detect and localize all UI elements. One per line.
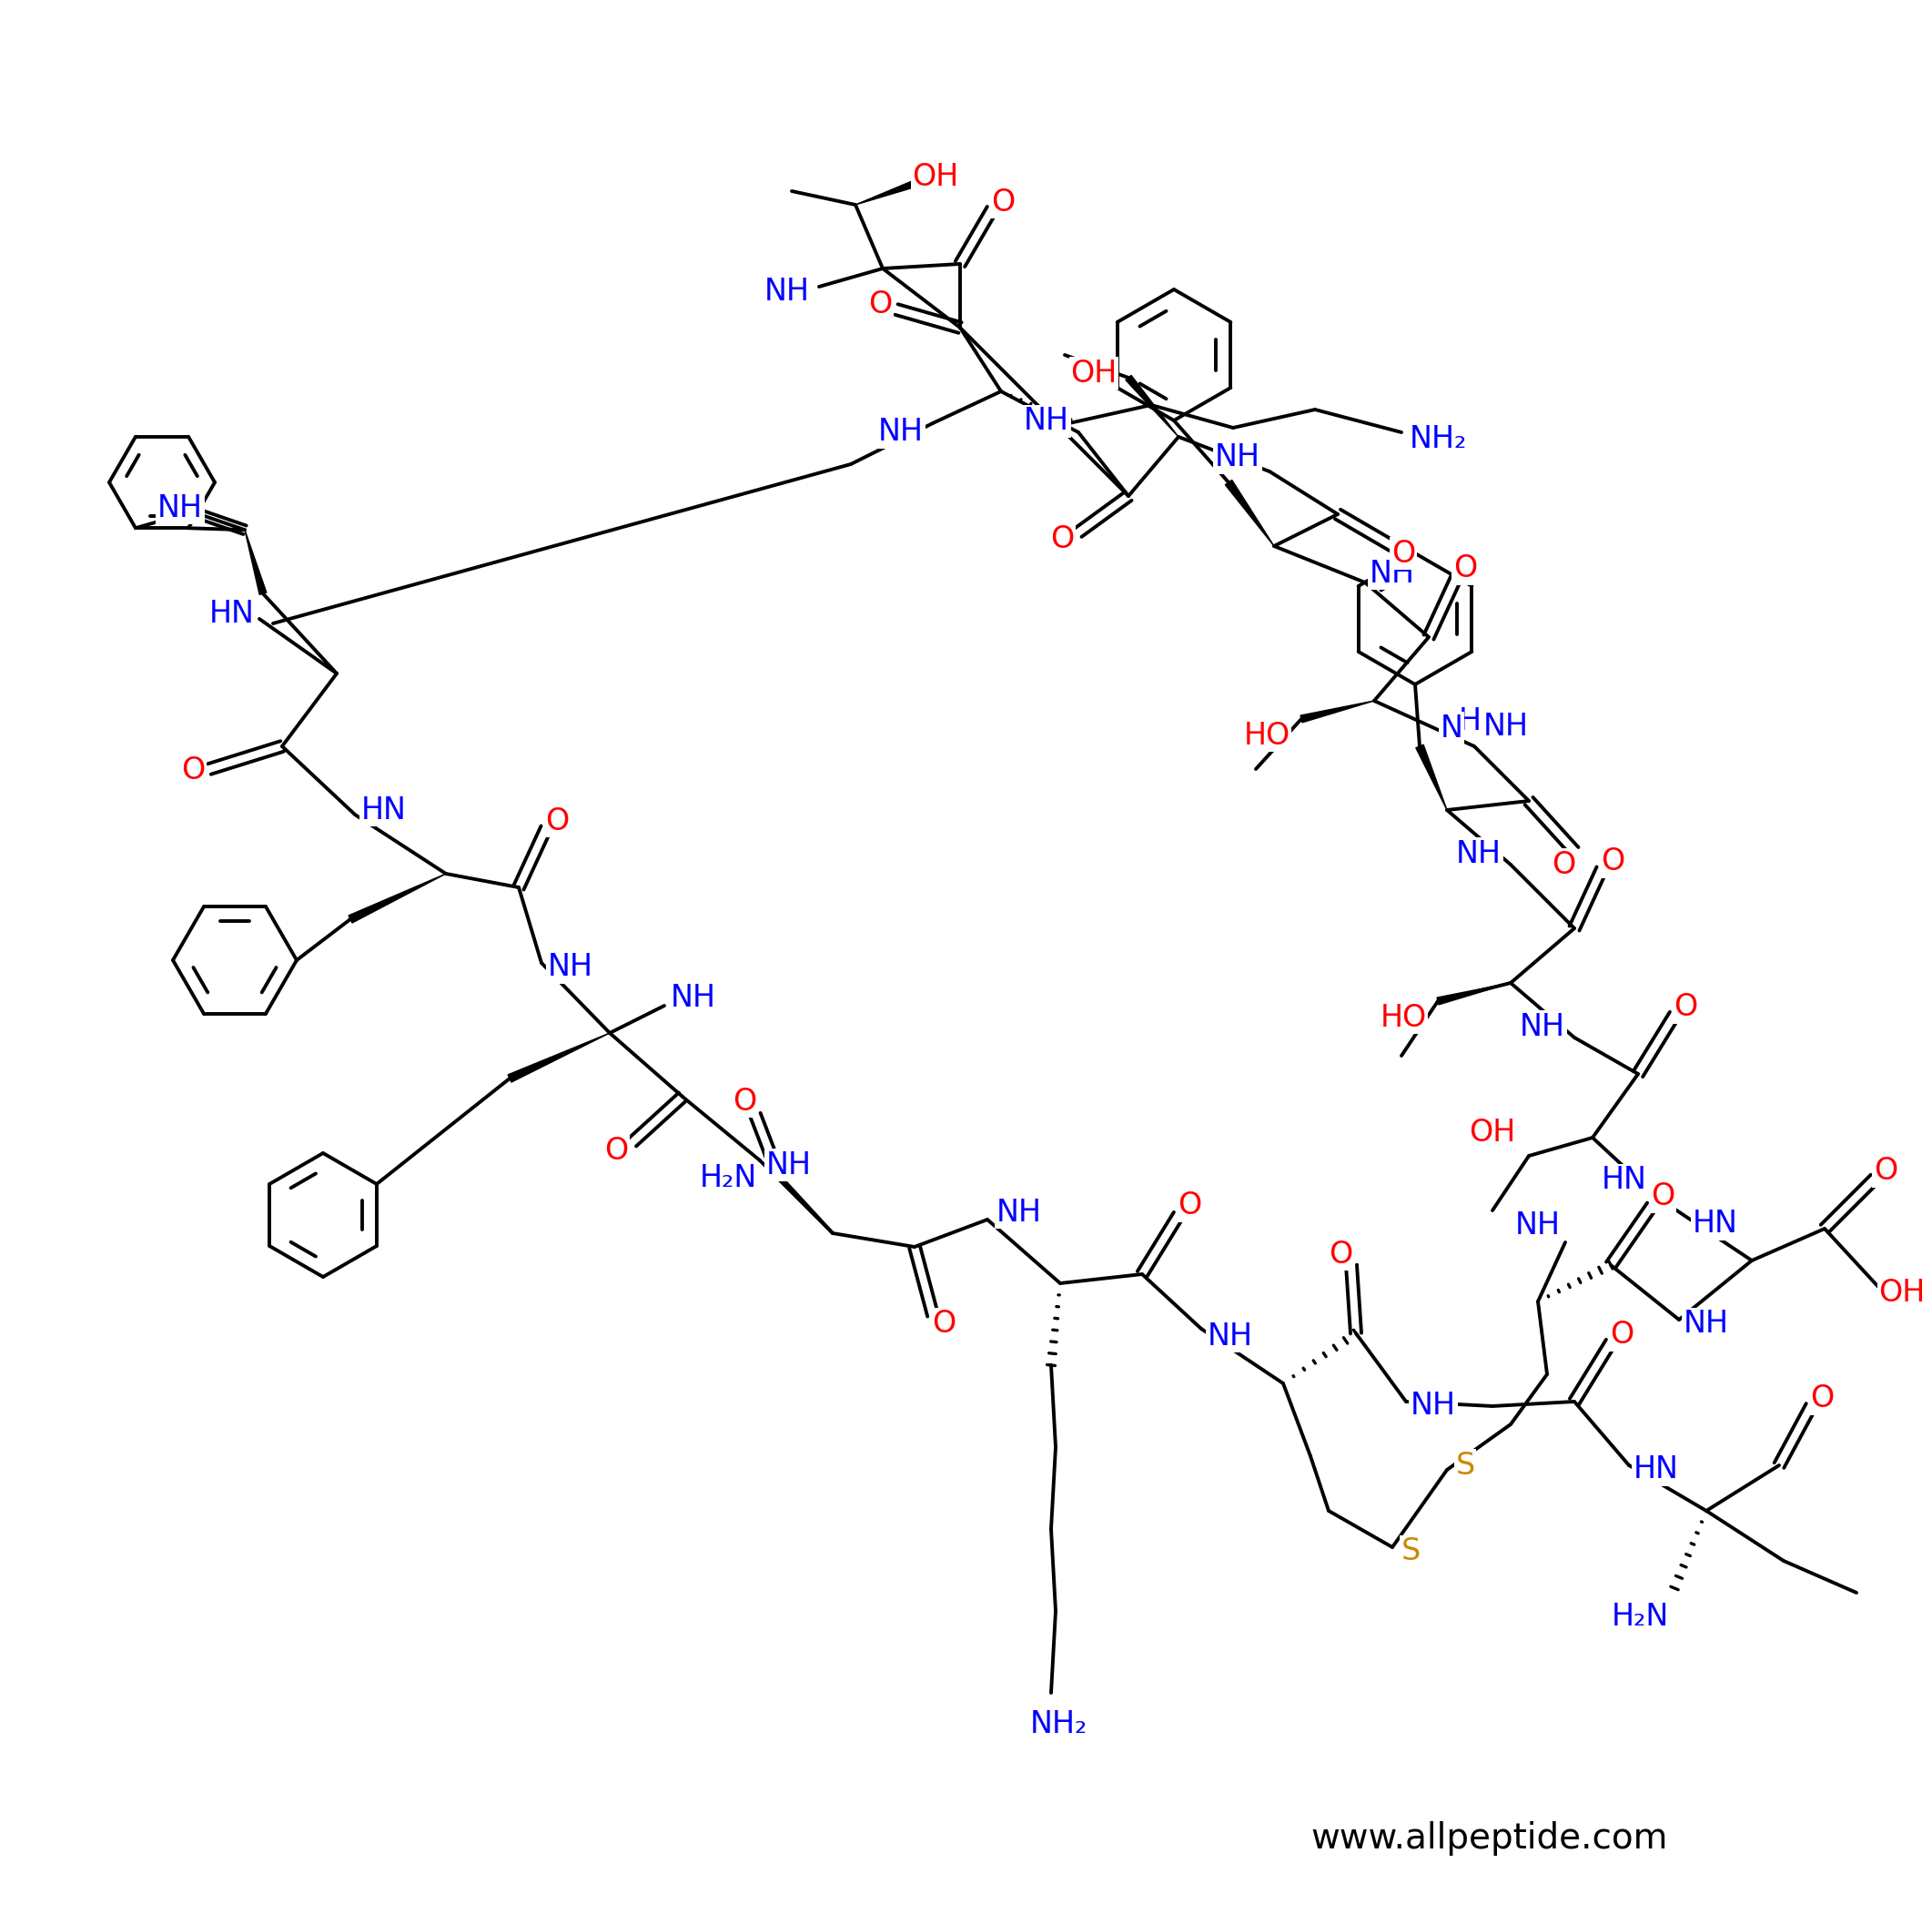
Text: O: O — [867, 291, 893, 319]
Polygon shape — [508, 1033, 611, 1081]
Polygon shape — [1437, 983, 1511, 1004]
Text: NH: NH — [670, 983, 717, 1014]
Text: O: O — [1329, 1239, 1352, 1270]
Text: HO: HO — [1244, 720, 1291, 750]
Text: NH: NH — [997, 1197, 1041, 1228]
Text: NH: NH — [549, 952, 593, 983]
Text: NH₂: NH₂ — [1408, 425, 1466, 454]
Text: S: S — [1401, 1537, 1420, 1566]
Text: N: N — [1439, 714, 1463, 743]
Text: O: O — [1600, 847, 1625, 877]
Text: HN: HN — [1692, 1208, 1739, 1239]
Text: OH: OH — [1468, 1118, 1517, 1149]
Text: O: O — [1810, 1383, 1833, 1414]
Text: OH: OH — [1070, 358, 1117, 389]
Text: S: S — [1455, 1451, 1474, 1480]
Text: NH: NH — [765, 277, 810, 306]
Text: NH: NH — [1457, 839, 1501, 870]
Text: HN: HN — [209, 598, 255, 629]
Text: O: O — [545, 806, 568, 835]
Text: O: O — [1551, 850, 1575, 879]
Text: O: O — [1051, 525, 1074, 554]
Text: O: O — [1874, 1156, 1897, 1187]
Text: O: O — [732, 1087, 755, 1116]
Text: NH: NH — [767, 1151, 811, 1179]
Text: NH: NH — [1215, 443, 1260, 473]
Text: OH: OH — [912, 162, 958, 192]
Text: O: O — [1453, 554, 1478, 583]
Text: NH: NH — [879, 418, 923, 446]
Text: O: O — [991, 187, 1014, 217]
Text: NH: NH — [156, 493, 203, 523]
Text: NH: NH — [1410, 1391, 1457, 1422]
Text: HN: HN — [1602, 1166, 1648, 1195]
Text: NH: NH — [1683, 1308, 1729, 1339]
Polygon shape — [1416, 745, 1447, 810]
Text: NH: NH — [1208, 1322, 1254, 1351]
Text: O: O — [931, 1308, 956, 1339]
Text: O: O — [1650, 1181, 1675, 1212]
Text: NH: NH — [1024, 406, 1068, 437]
Polygon shape — [348, 873, 446, 924]
Text: OH: OH — [1878, 1278, 1926, 1308]
Text: NH: NH — [1520, 1012, 1565, 1041]
Text: www.allpeptide.com: www.allpeptide.com — [1310, 1822, 1667, 1857]
Text: O: O — [1177, 1191, 1202, 1222]
Polygon shape — [1225, 479, 1273, 546]
Polygon shape — [1126, 375, 1179, 437]
Text: NH₂: NH₂ — [1030, 1710, 1088, 1739]
Text: O: O — [182, 756, 205, 785]
Text: NH: NH — [1370, 558, 1414, 589]
Text: O: O — [1391, 539, 1416, 568]
Text: HN: HN — [361, 795, 408, 825]
Text: H: H — [1459, 706, 1482, 735]
Text: O: O — [1609, 1320, 1634, 1351]
Text: NH: NH — [1484, 712, 1528, 741]
Text: NH: NH — [1515, 1210, 1561, 1241]
Text: HN: HN — [1634, 1455, 1679, 1485]
Polygon shape — [245, 529, 267, 595]
Text: H₂N: H₂N — [1611, 1603, 1669, 1632]
Text: O: O — [1673, 993, 1698, 1022]
Polygon shape — [1300, 700, 1374, 723]
Text: O: O — [605, 1137, 628, 1166]
Text: HO: HO — [1379, 1002, 1426, 1033]
Polygon shape — [856, 179, 920, 204]
Text: H₂N: H₂N — [699, 1164, 757, 1193]
